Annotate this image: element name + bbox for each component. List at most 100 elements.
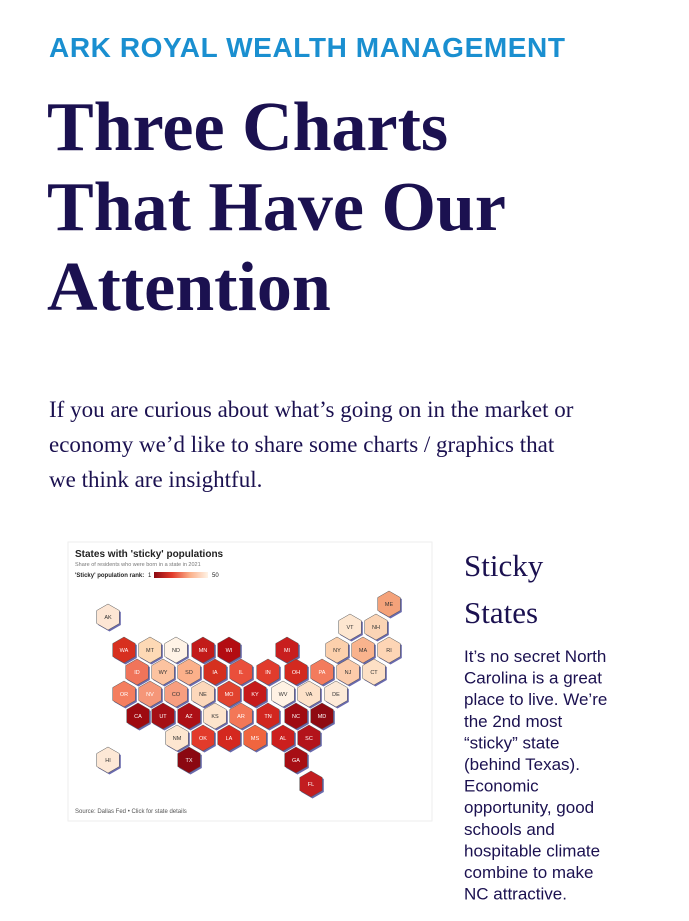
state-label: ID bbox=[134, 670, 140, 676]
state-label: FL bbox=[308, 782, 314, 788]
state-hex bbox=[377, 590, 401, 618]
state-label: AZ bbox=[185, 714, 193, 720]
article-body: NC attractive. bbox=[464, 885, 567, 904]
state-hex bbox=[271, 680, 295, 708]
state-label: ME bbox=[385, 602, 394, 608]
state-label: MN bbox=[199, 648, 208, 654]
state-label: CA bbox=[134, 714, 142, 720]
title-line: Attention bbox=[47, 249, 331, 326]
state-hex bbox=[217, 724, 241, 752]
state-hex bbox=[324, 680, 348, 708]
brand: ARK ROYAL WEALTH MANAGEMENT bbox=[49, 32, 566, 63]
state-label: KY bbox=[251, 692, 259, 698]
state-label: OR bbox=[120, 692, 128, 698]
state-hex bbox=[364, 613, 388, 641]
state-label: SC bbox=[305, 736, 313, 742]
state-hex bbox=[177, 702, 201, 730]
intro-line: we think are insightful. bbox=[49, 467, 262, 492]
state-hex bbox=[299, 770, 323, 798]
state-hex bbox=[271, 724, 295, 752]
state-hex bbox=[151, 702, 175, 730]
state-hex bbox=[229, 702, 253, 730]
state-label: WY bbox=[159, 670, 168, 676]
state-hex bbox=[256, 702, 280, 730]
state-hex bbox=[338, 613, 362, 641]
state-hex bbox=[191, 636, 215, 664]
state-label: AL bbox=[280, 736, 287, 742]
figure-subtitle: Share of residents who were born in a st… bbox=[75, 562, 201, 568]
state-hex bbox=[138, 680, 162, 708]
intro-line: If you are curious about what’s going on… bbox=[49, 397, 574, 422]
state-label: NM bbox=[173, 736, 182, 742]
state-label: HI bbox=[105, 758, 111, 764]
state-hex bbox=[284, 658, 308, 686]
state-hex bbox=[203, 702, 227, 730]
state-label: NY bbox=[333, 648, 341, 654]
state-hex bbox=[325, 636, 349, 664]
article-body: hospitable climate bbox=[464, 841, 600, 860]
state-label: ND bbox=[172, 648, 180, 654]
state-label: IA bbox=[212, 670, 218, 676]
legend-max: 50 bbox=[212, 573, 219, 579]
state-label: WV bbox=[279, 692, 288, 698]
state-hex bbox=[96, 603, 120, 631]
state-hex bbox=[362, 658, 386, 686]
state-label: CT bbox=[370, 670, 378, 676]
state-label: VT bbox=[346, 625, 354, 631]
state-hex bbox=[310, 658, 334, 686]
state-label: KS bbox=[211, 714, 219, 720]
legend-bar bbox=[154, 572, 208, 578]
article-body: Carolina is a great bbox=[464, 669, 602, 688]
state-label: UT bbox=[159, 714, 167, 720]
state-hex bbox=[256, 658, 280, 686]
state-hex bbox=[203, 658, 227, 686]
state-hex bbox=[297, 680, 321, 708]
state-label: TX bbox=[185, 758, 192, 764]
state-label: WA bbox=[120, 648, 129, 654]
state-label: PA bbox=[319, 670, 326, 676]
state-hex bbox=[177, 746, 201, 774]
state-hex bbox=[297, 724, 321, 752]
state-label: GA bbox=[292, 758, 300, 764]
article-body: Economic bbox=[464, 777, 539, 796]
state-hex bbox=[284, 702, 308, 730]
state-hex bbox=[126, 702, 150, 730]
state-hex bbox=[243, 724, 267, 752]
state-label: LA bbox=[226, 736, 233, 742]
state-label: AK bbox=[104, 615, 112, 621]
state-label: VA bbox=[306, 692, 313, 698]
state-label: TN bbox=[264, 714, 271, 720]
state-hex bbox=[336, 658, 360, 686]
title-line: That Have Our bbox=[47, 169, 506, 246]
state-hex bbox=[191, 680, 215, 708]
article-body: “sticky” state bbox=[464, 733, 559, 752]
state-hex bbox=[284, 746, 308, 774]
state-label: OK bbox=[199, 736, 207, 742]
state-hex bbox=[138, 636, 162, 664]
state-label: OH bbox=[292, 670, 300, 676]
state-label: MS bbox=[251, 736, 260, 742]
state-hex bbox=[275, 636, 299, 664]
state-hex bbox=[112, 680, 136, 708]
state-hex bbox=[165, 724, 189, 752]
state-label: AR bbox=[237, 714, 245, 720]
state-hex bbox=[164, 680, 188, 708]
state-hex bbox=[229, 658, 253, 686]
state-label: CO bbox=[172, 692, 181, 698]
state-hex bbox=[191, 724, 215, 752]
state-hex bbox=[125, 658, 149, 686]
state-label: NV bbox=[146, 692, 154, 698]
state-hex bbox=[217, 680, 241, 708]
state-label: DE bbox=[332, 692, 340, 698]
figure-title: States with 'sticky' populations bbox=[75, 549, 224, 560]
figure-source: Source: Dallas Fed • Click for state det… bbox=[75, 809, 187, 815]
article-body: opportunity, good bbox=[464, 798, 594, 817]
state-label: MD bbox=[318, 714, 327, 720]
state-label: NJ bbox=[345, 670, 352, 676]
legend-min: 1 bbox=[148, 573, 152, 579]
state-hex bbox=[217, 636, 241, 664]
state-label: NH bbox=[372, 625, 380, 631]
state-label: MI bbox=[284, 648, 291, 654]
state-hex bbox=[177, 658, 201, 686]
